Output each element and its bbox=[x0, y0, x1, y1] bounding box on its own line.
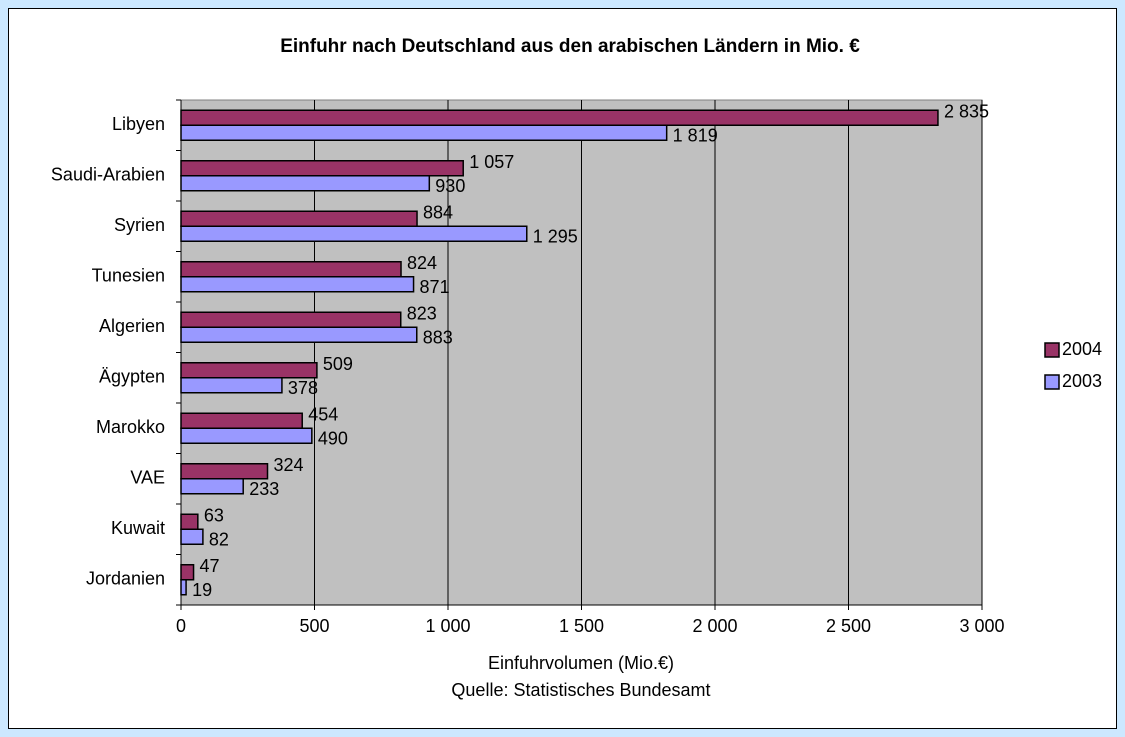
data-label: 82 bbox=[209, 530, 229, 550]
x-tick-label: 2 000 bbox=[692, 616, 737, 636]
legend-label: 2003 bbox=[1062, 371, 1102, 391]
bar bbox=[180, 311, 402, 328]
bar bbox=[180, 528, 204, 545]
y-tick-label: Marokko bbox=[96, 417, 165, 437]
bar bbox=[180, 362, 318, 379]
data-label: 823 bbox=[407, 304, 437, 324]
y-tick-label: Jordanien bbox=[86, 569, 165, 589]
y-tick-label: Libyen bbox=[112, 114, 165, 134]
legend-swatch bbox=[1044, 342, 1060, 358]
data-label: 378 bbox=[288, 378, 318, 398]
data-label: 324 bbox=[274, 455, 304, 475]
bar bbox=[180, 377, 283, 394]
bar bbox=[180, 225, 528, 242]
y-tick-label: Algerien bbox=[99, 316, 165, 336]
y-tick-label: Tunesien bbox=[92, 266, 165, 286]
data-label: 883 bbox=[423, 328, 453, 348]
bar bbox=[180, 326, 418, 343]
bar bbox=[180, 463, 269, 480]
bar bbox=[180, 160, 464, 177]
bar bbox=[180, 478, 244, 495]
data-label: 490 bbox=[318, 429, 348, 449]
bar bbox=[180, 175, 431, 192]
data-label: 871 bbox=[420, 277, 450, 297]
y-tick-label: Saudi-Arabien bbox=[51, 165, 165, 185]
bar bbox=[180, 124, 668, 141]
data-label: 47 bbox=[200, 556, 220, 576]
data-label: 824 bbox=[407, 253, 437, 273]
bar bbox=[180, 412, 303, 429]
x-tick-label: 1 000 bbox=[425, 616, 470, 636]
data-label: 2 835 bbox=[944, 102, 989, 122]
y-tick-label: VAE bbox=[130, 468, 165, 488]
x-tick-label: 0 bbox=[176, 616, 186, 636]
bar bbox=[180, 210, 418, 227]
bar bbox=[180, 276, 415, 293]
data-label: 930 bbox=[435, 176, 465, 196]
bar bbox=[180, 513, 199, 530]
data-label: 63 bbox=[204, 506, 224, 526]
data-label: 1 295 bbox=[533, 227, 578, 247]
data-label: 884 bbox=[423, 203, 453, 223]
bar bbox=[180, 564, 195, 581]
bar bbox=[180, 109, 939, 126]
chart-title: Einfuhr nach Deutschland aus den arabisc… bbox=[280, 36, 860, 57]
data-label: 1 819 bbox=[673, 126, 718, 146]
x-tick-label: 3 000 bbox=[959, 616, 1004, 636]
data-label: 1 057 bbox=[469, 152, 514, 172]
legend-swatch bbox=[1044, 374, 1060, 390]
bar bbox=[180, 427, 313, 444]
x-tick-label: 2 500 bbox=[826, 616, 871, 636]
y-tick-label: Kuwait bbox=[111, 518, 165, 538]
data-label: 233 bbox=[249, 479, 279, 499]
data-label: 19 bbox=[192, 580, 212, 600]
data-label: 509 bbox=[323, 354, 353, 374]
y-tick-label: Ägypten bbox=[99, 367, 165, 387]
bar bbox=[180, 261, 402, 278]
legend-label: 2004 bbox=[1062, 339, 1102, 359]
y-tick-label: Syrien bbox=[114, 215, 165, 235]
source-note: Quelle: Statistisches Bundesamt bbox=[451, 680, 710, 700]
x-axis-label: Einfuhrvolumen (Mio.€) bbox=[488, 653, 674, 673]
data-label: 454 bbox=[308, 405, 338, 425]
x-tick-label: 1 500 bbox=[559, 616, 604, 636]
bar bbox=[180, 579, 187, 596]
x-tick-label: 500 bbox=[299, 616, 329, 636]
